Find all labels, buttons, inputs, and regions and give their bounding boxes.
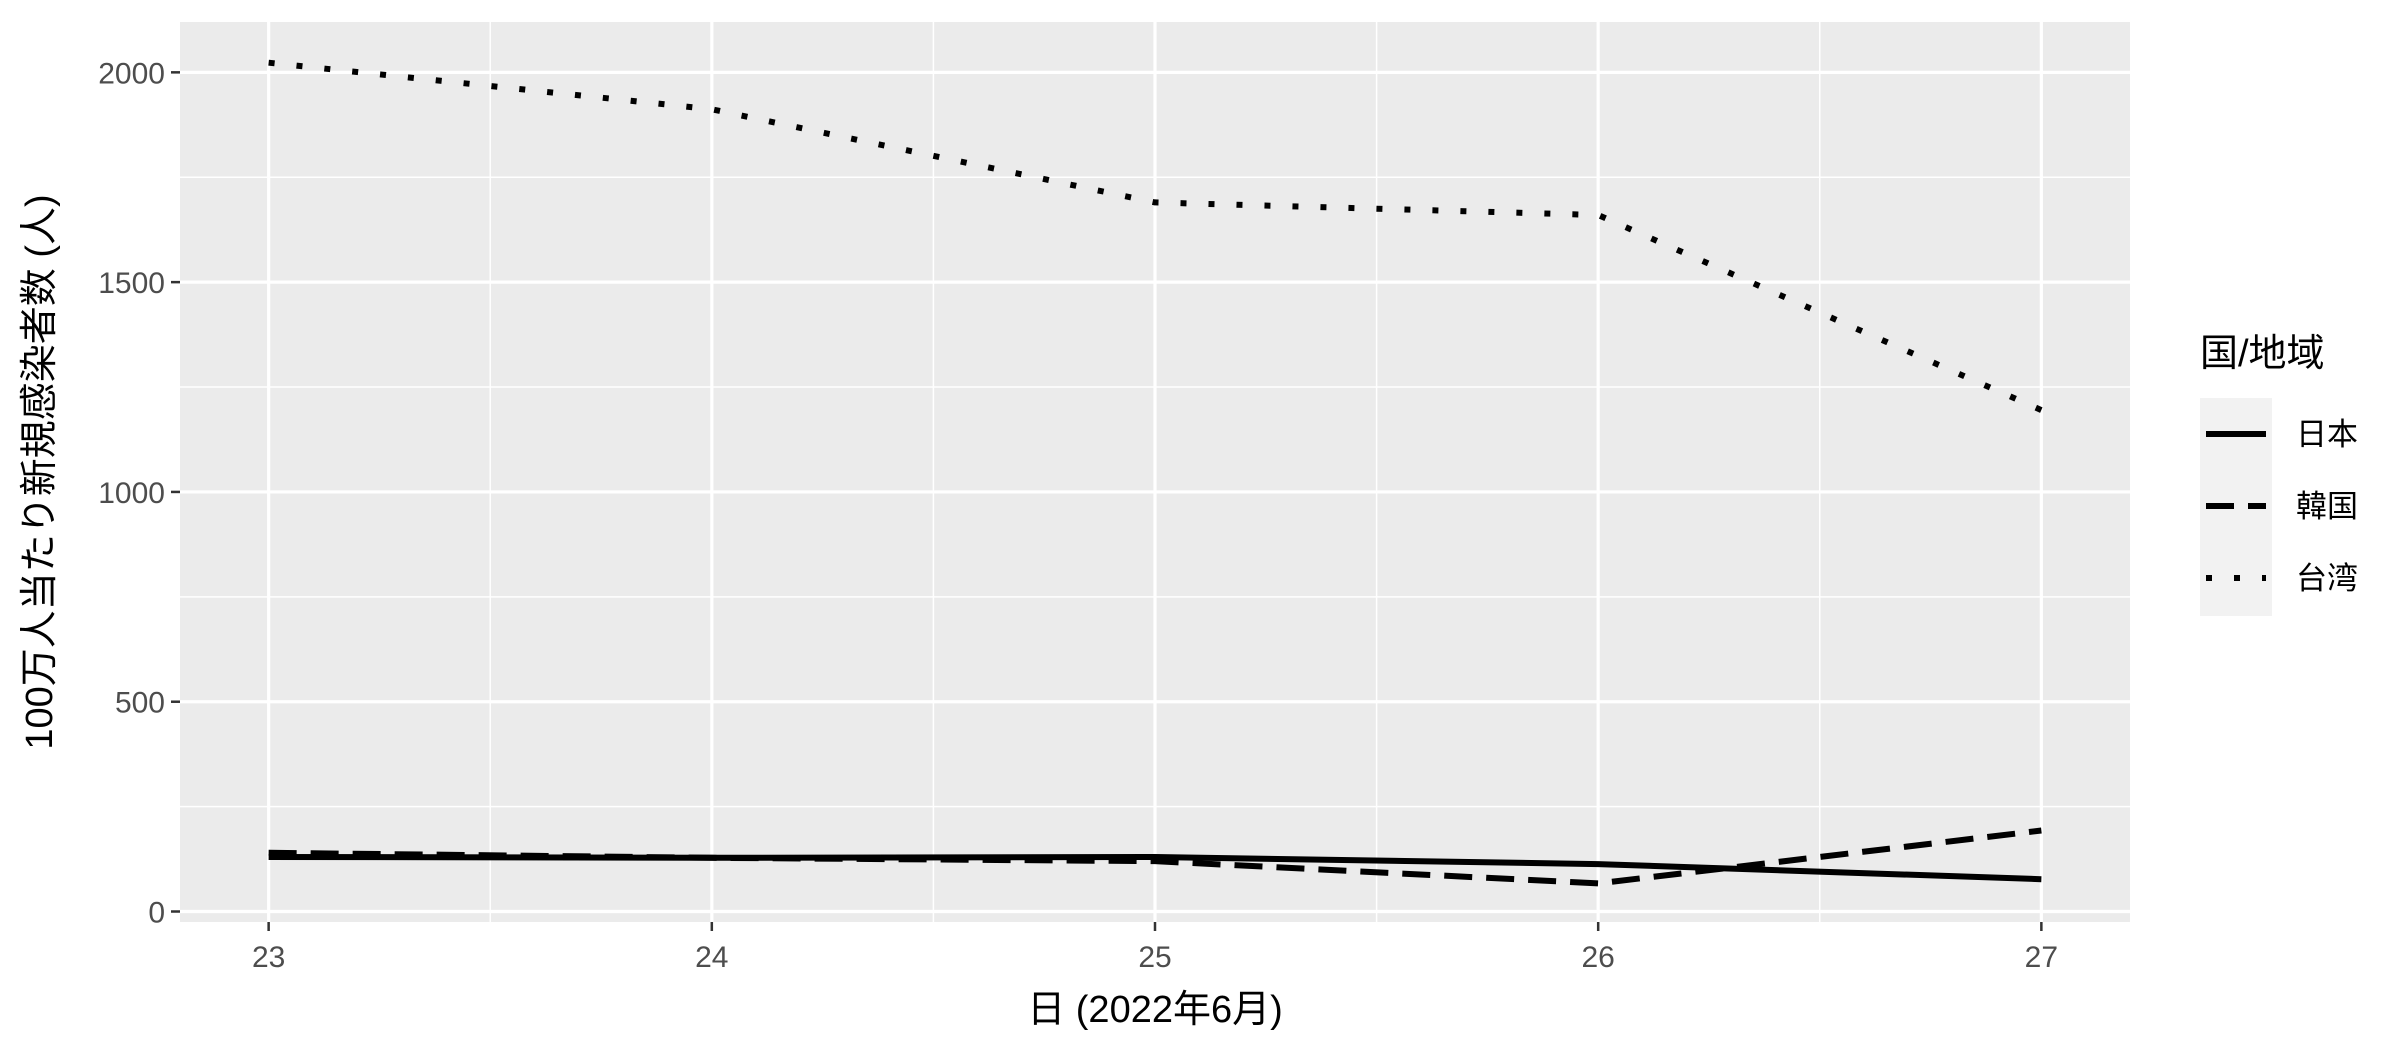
x-axis: 23 24 25 26 27 (252, 922, 2058, 974)
x-tick-label: 26 (1581, 941, 1614, 974)
x-axis-title: 日 (2022年6月) (1027, 989, 1283, 1031)
legend-title: 国/地域 (2200, 333, 2325, 375)
x-tick-label: 24 (695, 941, 728, 974)
legend-label: 日本 (2296, 417, 2358, 452)
x-tick-label: 25 (1138, 941, 1171, 974)
major-gridlines (180, 22, 2130, 922)
y-tick-label: 0 (148, 897, 165, 930)
x-tick-label: 27 (2025, 941, 2058, 974)
y-tick-label: 1500 (98, 267, 165, 300)
x-tick-label: 23 (252, 941, 285, 974)
legend-label: 台湾 (2296, 561, 2358, 596)
y-axis: 0 500 1000 1500 2000 (98, 57, 180, 930)
y-tick-label: 500 (115, 687, 165, 720)
y-tick-label: 1000 (98, 477, 165, 510)
y-axis-title: 100万人当たり新規感染者数 (人) (19, 194, 61, 749)
y-tick-label: 2000 (98, 57, 165, 90)
legend-label: 韓国 (2296, 489, 2358, 524)
series-line-dotted (268, 59, 2043, 413)
series-lines (268, 59, 2043, 887)
series-line-dashed (268, 827, 2042, 887)
